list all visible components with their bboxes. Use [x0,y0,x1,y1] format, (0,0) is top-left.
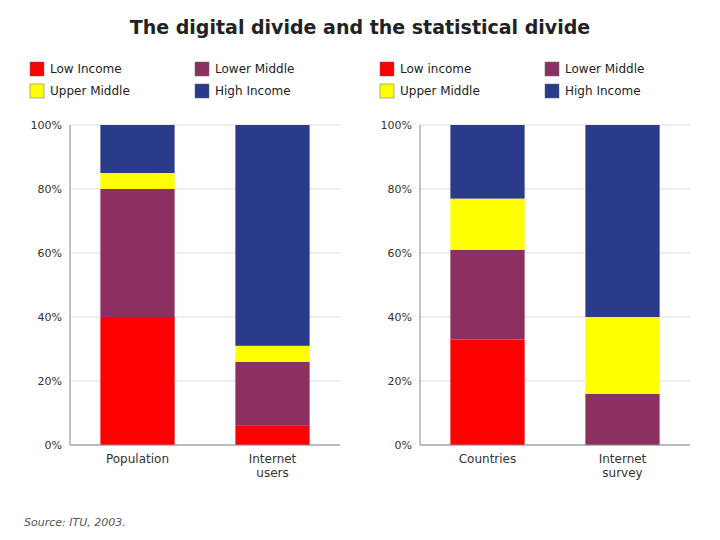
legend-swatch [30,62,44,76]
x-axis [70,445,340,446]
y-tick-label: 0% [395,439,412,452]
bar-segment [585,317,659,394]
y-tick-label: 40% [388,311,412,324]
x-tick-label: Internetsurvey [599,452,647,480]
x-tick-label: Countries [459,452,517,466]
x-axis [420,445,690,446]
bar-segment [235,362,309,426]
bar-segment [235,125,309,346]
legend-swatch [195,62,209,76]
bars [450,125,659,445]
x-tick-label: Internetusers [249,452,297,480]
y-tick-label: 80% [388,183,412,196]
y-tick-label: 0% [45,439,62,452]
y-tick-label: 20% [388,375,412,388]
chart-panel: Low Income Lower Middle Upper Middle High I… [30,62,340,480]
chart-panel: Low income Lower Middle Upper Middle High I… [380,62,690,480]
y-tick-label: 80% [38,183,62,196]
bar-segment [450,250,524,340]
legend-swatch [380,62,394,76]
legend-label: Low Income [50,62,122,76]
chart-root: The digital divide and the statistical d… [0,0,720,540]
legend-label: Upper Middle [50,84,130,98]
legend-label: High Income [215,84,291,98]
legend-swatch [545,62,559,76]
bar-segment [585,125,659,317]
bar-segment [450,125,524,199]
legend-label: High Income [565,84,641,98]
bar-segment [100,173,174,189]
bars [100,125,309,445]
y-tick-label: 60% [38,247,62,260]
bar-segment [100,125,174,173]
legend-label: Upper Middle [400,84,480,98]
legend-label: Low income [400,62,471,76]
grid-line [70,445,340,446]
bar-segment [235,346,309,362]
bar-segment [450,199,524,250]
legend-swatch [30,84,44,98]
bar-segment [585,394,659,445]
bar-segment [100,189,174,317]
y-tick-label: 40% [38,311,62,324]
y-tick-label: 60% [388,247,412,260]
y-axis [70,125,71,445]
grid-line [420,445,690,446]
legend-label: Lower Middle [215,62,294,76]
legend-label: Lower Middle [565,62,644,76]
y-tick-label: 20% [38,375,62,388]
y-axis [420,125,421,445]
title: The digital divide and the statistical d… [130,16,590,38]
x-tick-label: Population [106,452,169,466]
legend-swatch [545,84,559,98]
bar-segment [100,317,174,445]
bar-segment [235,426,309,445]
legend-swatch [380,84,394,98]
source-note: Source: ITU, 2003. [24,516,126,529]
bar-segment [450,339,524,445]
y-tick-label: 100% [381,119,412,132]
y-tick-label: 100% [31,119,62,132]
legend-swatch [195,84,209,98]
